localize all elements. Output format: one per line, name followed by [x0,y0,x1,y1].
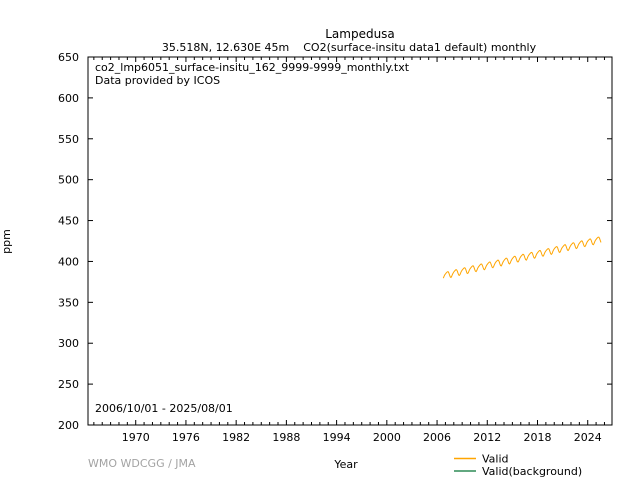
x-tick-label: 2024 [574,431,602,444]
x-tick-label: 2006 [423,431,451,444]
y-tick-label: 300 [58,337,79,350]
series-line-valid [442,236,602,279]
legend-label: Valid(background) [482,465,582,478]
attribution-text: WMO WDCGG / JMA [88,457,196,470]
dataset-label: CO2(surface-insitu data1 default) monthl… [303,41,537,54]
y-tick-label: 650 [58,51,79,64]
x-tick-label: 1994 [323,431,351,444]
chart-title: Lampedusa [325,27,395,41]
x-tick-label: 2018 [524,431,552,444]
date-range: 2006/10/01 - 2025/08/01 [95,402,233,415]
y-tick-label: 250 [58,378,79,391]
x-axis-label: Year [334,458,358,471]
y-tick-label: 200 [58,419,79,432]
data-filename: co2_lmp6051_surface-insitu_162_9999-9999… [95,61,410,74]
plot-border [87,56,613,426]
station-coordinates: 35.518N, 12.630E 45m [161,41,290,54]
y-tick-label: 550 [58,133,79,146]
y-tick-label: 400 [58,255,79,268]
y-tick-label: 450 [58,215,79,228]
x-tick-label: 1970 [122,431,150,444]
x-tick-label: 1976 [172,431,200,444]
y-axis-label: ppm [0,229,13,254]
x-tick-label: 2012 [473,431,501,444]
legend-label: Valid [482,453,509,466]
x-tick-label: 1988 [272,431,300,444]
y-tick-label: 350 [58,296,79,309]
data-provider: Data provided by ICOS [95,74,221,87]
x-tick-label: 2000 [373,431,401,444]
x-tick-label: 1982 [222,431,250,444]
y-tick-label: 500 [58,174,79,187]
y-tick-label: 600 [58,92,79,105]
chart-subtitle: 35.518N, 12.630E 45m CO2(surface-insitu d… [162,41,536,54]
